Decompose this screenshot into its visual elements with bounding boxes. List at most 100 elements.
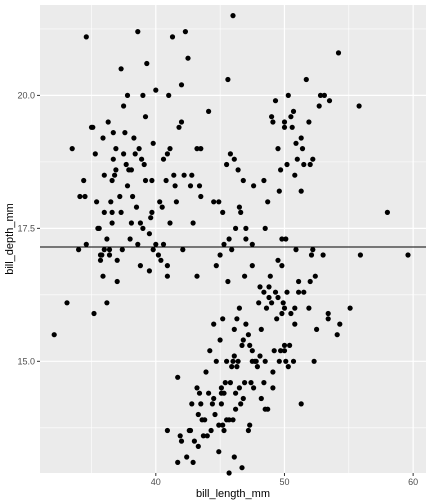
data-point (196, 390, 203, 396)
data-point (141, 161, 147, 168)
data-point (83, 241, 89, 247)
data-point (99, 252, 105, 258)
data-point (221, 427, 227, 434)
data-point (100, 135, 106, 141)
data-point (198, 193, 204, 200)
data-point (224, 161, 230, 168)
data-point (249, 358, 255, 364)
data-point (243, 225, 249, 231)
data-point (247, 342, 253, 348)
data-point (236, 385, 242, 391)
data-point (157, 199, 163, 205)
data-point (283, 358, 289, 364)
data-point (137, 263, 143, 269)
data-point (310, 247, 316, 253)
data-point (200, 433, 206, 439)
data-point (113, 146, 119, 152)
data-point (227, 380, 233, 386)
data-point (236, 305, 242, 311)
data-point (299, 146, 306, 152)
data-point (82, 193, 88, 200)
data-point (269, 114, 275, 120)
data-point (280, 300, 286, 306)
data-point (208, 427, 214, 434)
data-point (281, 119, 288, 125)
data-point (245, 332, 251, 338)
data-point (301, 289, 307, 295)
data-point (149, 177, 155, 184)
data-point (220, 316, 226, 322)
data-point (196, 183, 203, 189)
data-point (296, 278, 302, 285)
data-point (187, 183, 194, 189)
data-point (121, 151, 127, 157)
data-point (81, 177, 87, 184)
data-point (258, 395, 264, 402)
data-point (266, 294, 272, 301)
data-point (185, 55, 191, 61)
data-point (234, 364, 240, 370)
data-point (334, 332, 340, 338)
data-point (118, 66, 124, 72)
data-point (158, 257, 164, 263)
data-point (164, 151, 170, 157)
data-point (178, 82, 185, 88)
data-point (221, 390, 227, 396)
data-point (195, 443, 201, 449)
data-point (261, 289, 267, 295)
data-point (159, 204, 165, 210)
data-point (144, 60, 150, 67)
data-point (146, 268, 152, 274)
data-point (114, 257, 120, 263)
data-point (105, 119, 111, 125)
data-point (178, 119, 185, 125)
data-point (284, 289, 290, 295)
data-point (281, 305, 288, 311)
x-tick-label: 50 (279, 477, 289, 487)
y-axis-ticks: 15.0 17.5 20.0 (17, 90, 40, 366)
data-point (233, 225, 239, 231)
data-point (189, 172, 195, 178)
data-point (240, 177, 246, 184)
data-point (306, 119, 312, 125)
data-point (290, 108, 297, 114)
data-point (276, 188, 282, 194)
data-point (301, 161, 307, 168)
data-point (204, 433, 210, 439)
data-point (289, 124, 295, 130)
data-point (231, 326, 237, 332)
data-point (83, 34, 89, 40)
data-point (131, 135, 137, 141)
data-point (257, 284, 263, 290)
data-point (190, 459, 196, 465)
data-point (149, 209, 155, 215)
data-point (238, 401, 244, 407)
data-point (175, 459, 181, 465)
data-point (314, 326, 320, 332)
data-point (155, 252, 161, 258)
data-point (292, 305, 298, 311)
data-point (275, 146, 281, 152)
data-point (347, 305, 353, 311)
data-point (130, 193, 136, 200)
data-point (100, 273, 106, 279)
data-point (335, 50, 342, 56)
data-point (211, 199, 217, 205)
data-point (254, 364, 260, 370)
x-tick-label: 40 (151, 477, 161, 487)
data-point (321, 92, 327, 98)
data-point (235, 167, 241, 173)
data-point (142, 177, 149, 184)
data-point (234, 316, 240, 322)
data-point (233, 406, 239, 412)
data-point (106, 247, 113, 253)
data-point (281, 124, 288, 130)
data-point (166, 92, 172, 98)
data-point (226, 470, 232, 476)
data-point (109, 177, 115, 184)
data-point (217, 252, 223, 258)
data-point (97, 257, 104, 263)
data-point (356, 103, 362, 109)
data-point (164, 273, 170, 279)
data-point (133, 204, 140, 210)
